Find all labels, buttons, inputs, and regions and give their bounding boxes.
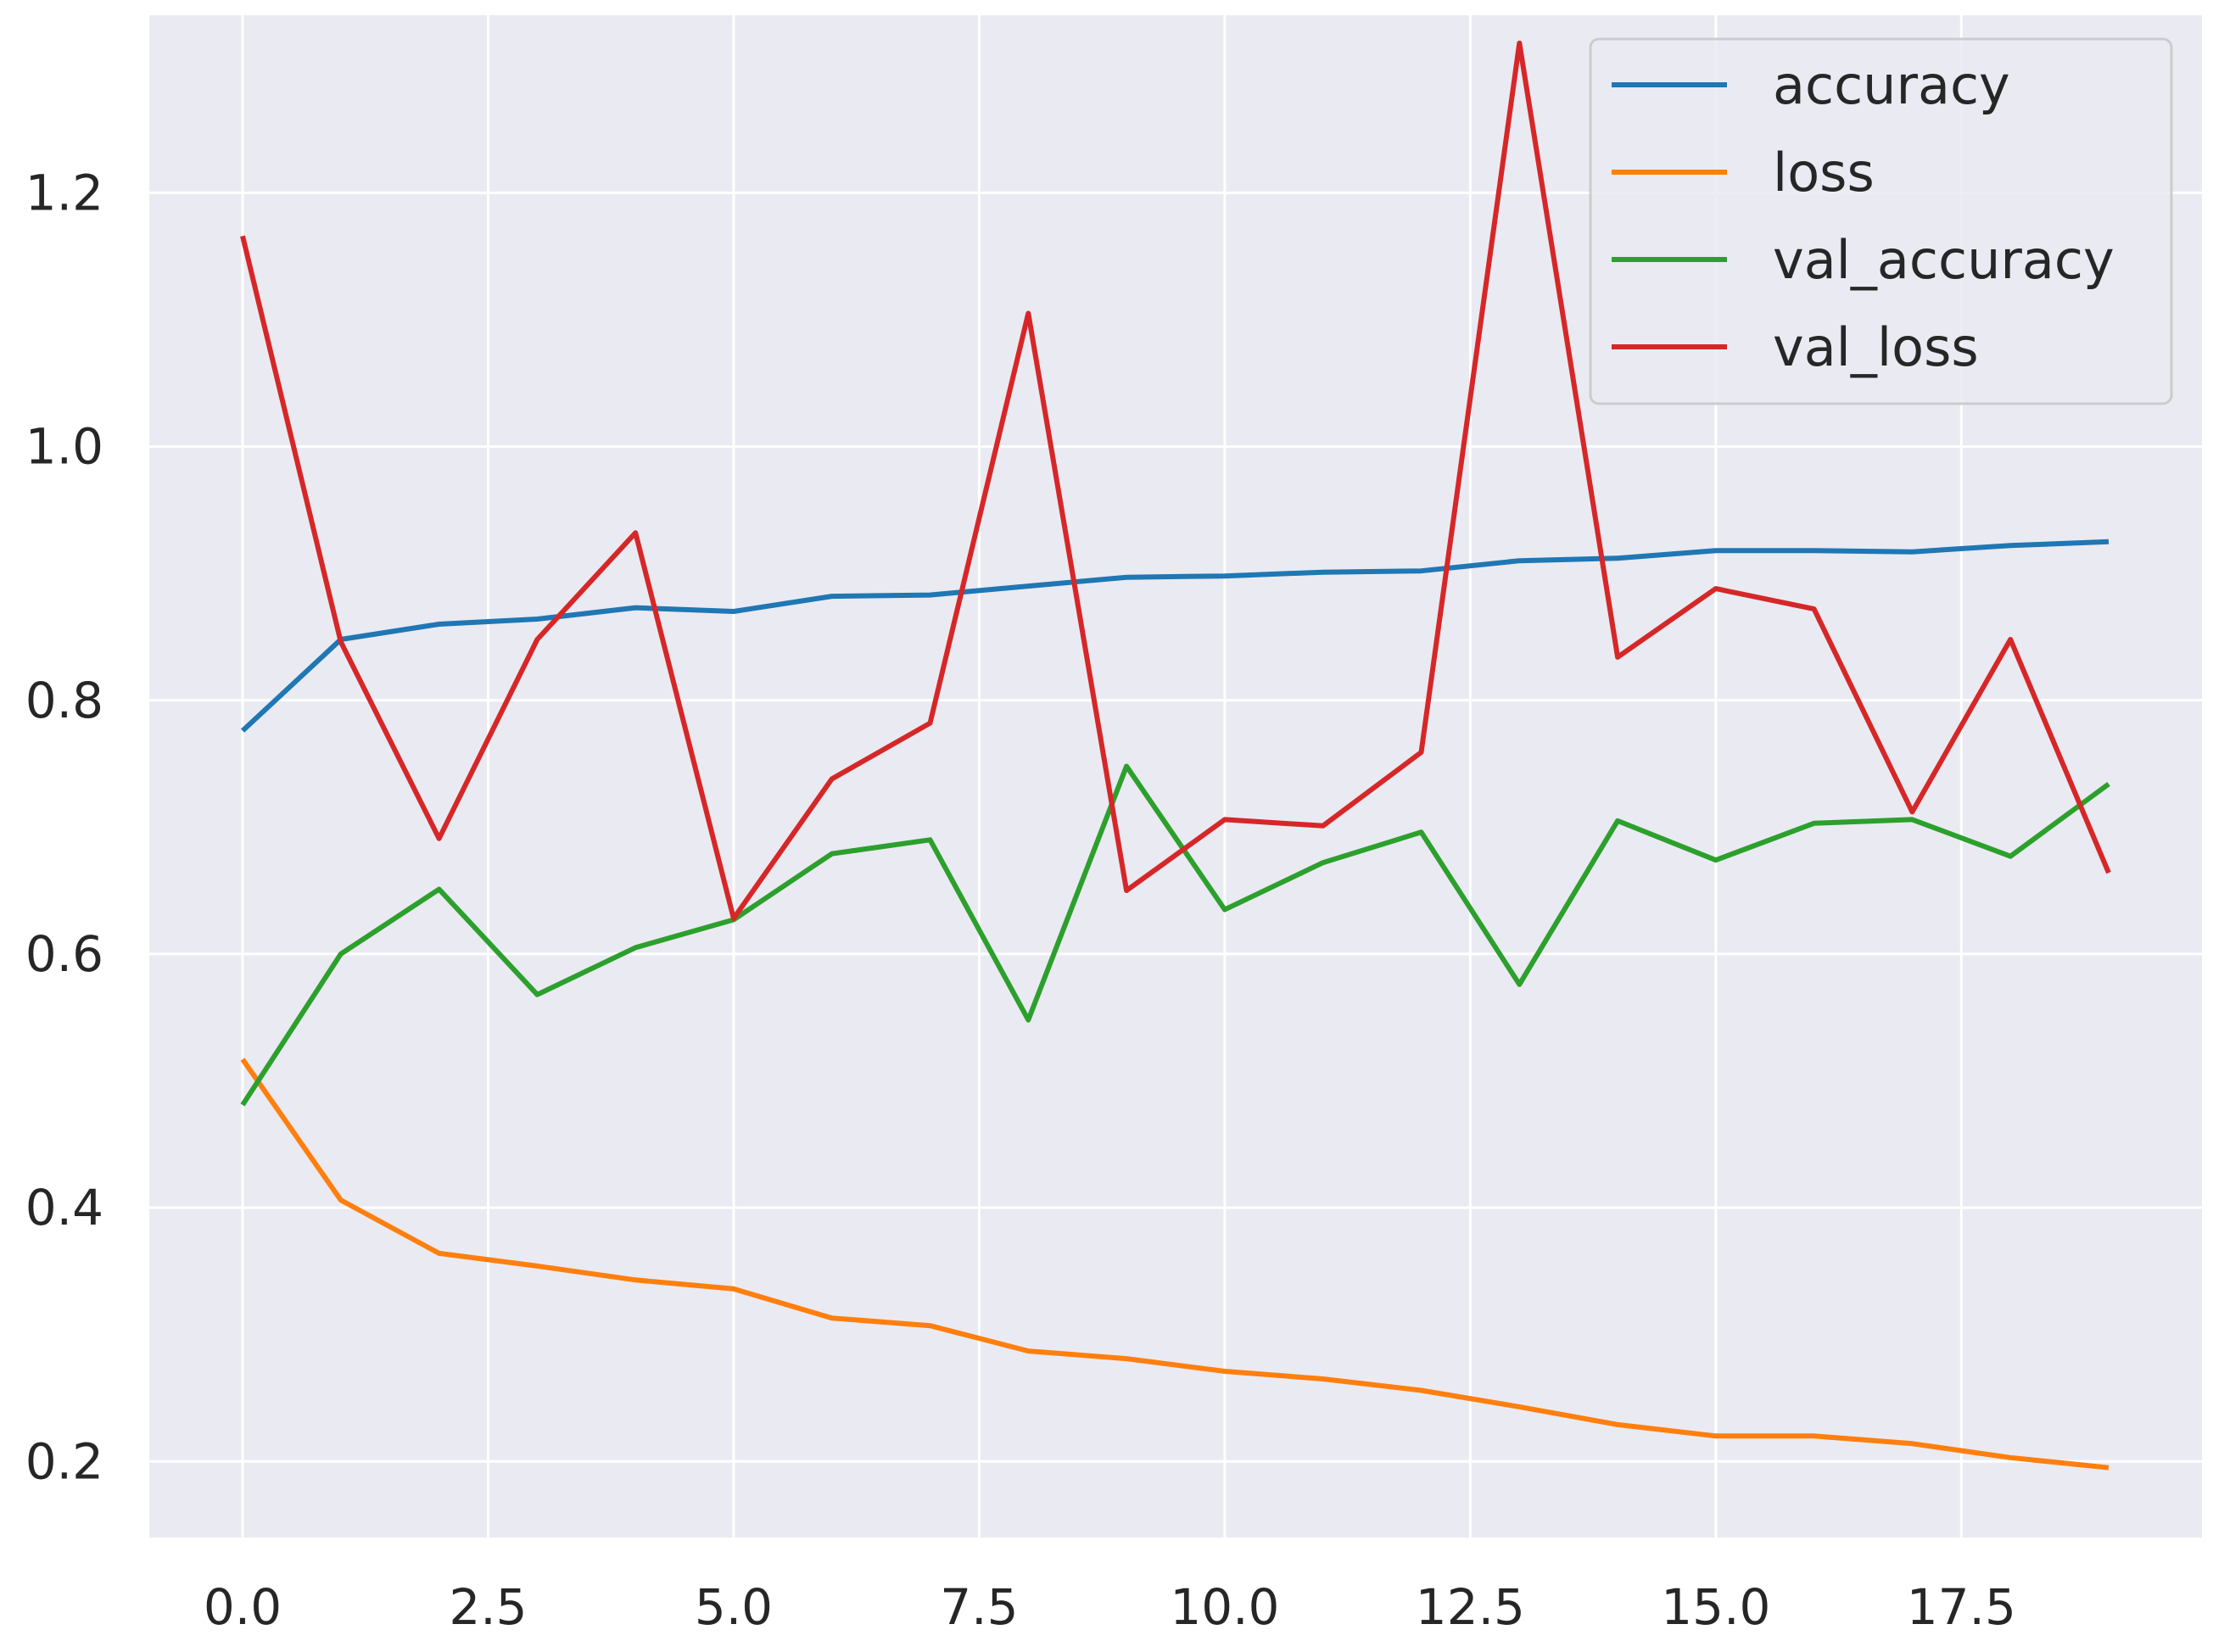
series-line-accuracy xyxy=(240,539,2110,733)
series-line-val-loss xyxy=(240,40,2111,921)
legend: accuracy loss val_accuracy val_loss xyxy=(1589,37,2173,405)
legend-label-val-accuracy: val_accuracy xyxy=(1773,229,2115,291)
legend-box xyxy=(1589,37,2173,405)
x-tick-label: 12.5 xyxy=(1416,1578,1525,1636)
y-tick-label: 0.8 xyxy=(25,672,103,729)
y-axis-tick-labels: 0.2 0.4 0.6 0.8 1.0 1.2 xyxy=(25,164,103,1490)
x-tick-label: 0.0 xyxy=(204,1578,282,1636)
y-tick-label: 0.2 xyxy=(25,1432,103,1490)
legend-label-val-loss: val_loss xyxy=(1773,316,1979,378)
x-tick-label: 7.5 xyxy=(940,1578,1018,1636)
x-tick-label: 5.0 xyxy=(695,1578,773,1636)
x-tick-label: 2.5 xyxy=(449,1578,527,1636)
series-line-loss xyxy=(240,1058,2110,1471)
x-tick-label: 17.5 xyxy=(1907,1578,2016,1636)
x-tick-label: 10.0 xyxy=(1170,1578,1279,1636)
x-axis-tick-labels: 0.0 2.5 5.0 7.5 10.0 12.5 15.0 17.5 xyxy=(204,1578,2016,1636)
series-lines xyxy=(240,40,2111,1471)
series-line-val-accuracy xyxy=(240,763,2110,1107)
y-tick-label: 0.6 xyxy=(25,925,103,983)
y-tick-label: 1.0 xyxy=(25,418,103,476)
y-tick-label: 1.2 xyxy=(25,164,103,221)
y-tick-label: 0.4 xyxy=(25,1179,103,1236)
legend-label-accuracy: accuracy xyxy=(1773,54,2010,116)
legend-label-loss: loss xyxy=(1773,142,1875,204)
x-tick-label: 15.0 xyxy=(1661,1578,1770,1636)
